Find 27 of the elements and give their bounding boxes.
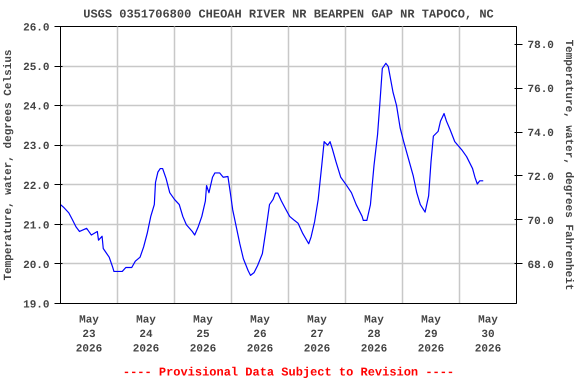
y-axis-title: Temperature, water, degrees Celsius (3, 49, 16, 281)
x-tick-label: May 25 2026 (190, 314, 216, 356)
y-tick-label: 24.0 (23, 102, 50, 114)
y-tick-label: 21.0 (23, 220, 50, 232)
text: ---- Provisional Data Subject to Revision ---- (122, 366, 454, 380)
chart-title: USGS 0351706800 CHEOAH RIVER NR BEARPEN GAP NR TAPOCO, NC (83, 8, 494, 22)
x-tick-label: May 27 2026 (304, 314, 330, 356)
y-tick-label: 26.0 (23, 22, 50, 34)
x-tick-label: May 29 2026 (418, 314, 444, 356)
x-tick-label: May 26 2026 (246, 314, 274, 356)
y2-tick-label: 70.0 (528, 216, 554, 228)
y2-tick-label: 72.0 (528, 172, 554, 184)
y-tick-label: 22.0 (23, 180, 50, 193)
x-tick-label: May 23 2026 (76, 314, 102, 356)
x-tick-label: May 28 2026 (360, 314, 388, 356)
y2-tick-label: 78.0 (528, 40, 554, 52)
x-tick-label: May 24 2026 (132, 314, 160, 356)
y2-tick-label: 76.0 (528, 84, 554, 96)
y-tick-label: 25.0 (23, 62, 50, 74)
y-tick-label: 23.0 (23, 141, 50, 154)
x-tick-label: May 30 2026 (474, 314, 502, 356)
y-tick-label: 20.0 (23, 260, 50, 272)
y2-axis-title: Temperature, water, degrees Fahrenheit (562, 40, 574, 290)
y-tick-label: 19.0 (23, 300, 50, 312)
y2-tick-label: 68.0 (528, 260, 554, 272)
line-series (60, 62, 484, 276)
y2-tick-label: 74.0 (528, 128, 554, 140)
